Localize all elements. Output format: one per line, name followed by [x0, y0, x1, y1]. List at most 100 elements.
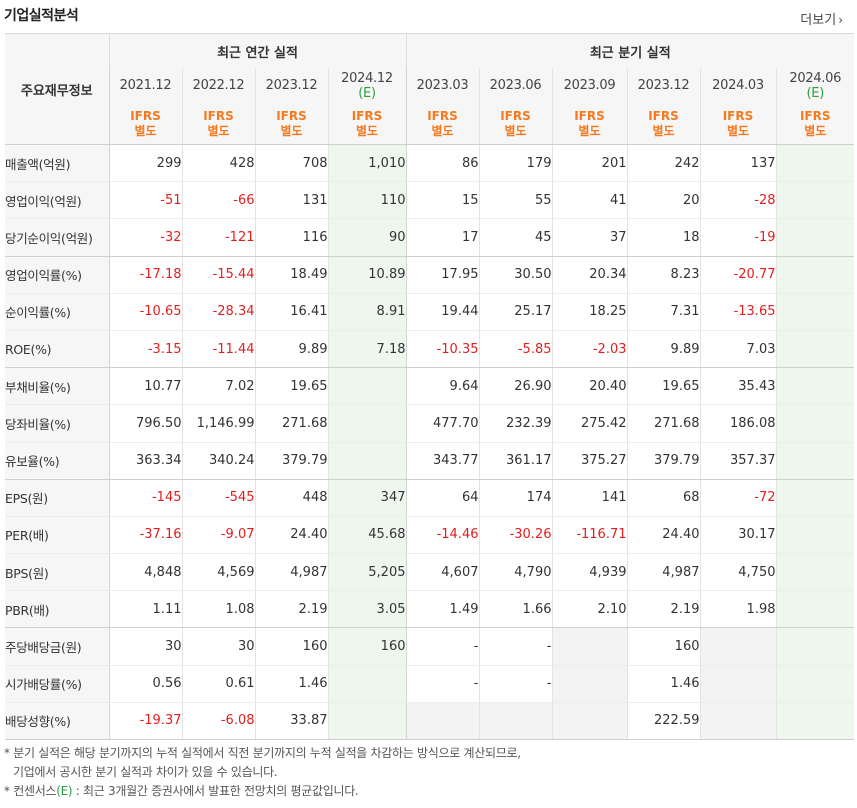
value-cell: 1,010 — [327, 144, 406, 183]
value-cell: -121 — [181, 218, 255, 257]
value-cell — [775, 665, 854, 703]
value-cell: 340.24 — [181, 442, 255, 480]
row-label: ROE(%) — [5, 330, 109, 369]
value-cell: 2.19 — [626, 590, 700, 629]
value-cell: 222.59 — [626, 702, 700, 741]
table-row: 유보율(%) 363.34 340.24 379.79 343.77 361.17 375.… — [5, 442, 854, 480]
value-cell: 30 — [108, 627, 182, 666]
value-cell: 45 — [478, 218, 552, 257]
value-cell: 41 — [551, 181, 627, 220]
value-cell: 110 — [327, 181, 406, 220]
value-cell — [478, 702, 552, 741]
value-cell: 160 — [254, 627, 328, 666]
row-label: EPS(원) — [5, 479, 109, 517]
row-label: 시가배당률(%) — [5, 665, 109, 703]
value-cell: 242 — [626, 144, 700, 183]
period-label: 2023.12 — [265, 78, 318, 93]
value-cell: 4,569 — [181, 553, 255, 592]
note-consensus: * 컨센서스 — [4, 784, 57, 798]
separate-label: 별도 — [207, 123, 230, 138]
value-cell: 90 — [327, 218, 406, 257]
ifrs-label: IFRS — [427, 108, 458, 123]
value-cell: 33.87 — [254, 702, 328, 741]
value-cell: 30.17 — [699, 516, 776, 555]
value-cell: 271.68 — [254, 404, 328, 443]
value-cell: -9.07 — [181, 516, 255, 555]
value-cell: 55 — [478, 181, 552, 220]
value-cell: 4,790 — [478, 553, 552, 592]
ifrs-label: IFRS — [799, 108, 831, 123]
row-label: 순이익률(%) — [5, 293, 109, 331]
value-cell: 19.44 — [405, 293, 479, 331]
value-cell: 7.31 — [626, 293, 700, 331]
value-cell: 19.65 — [626, 367, 700, 406]
value-cell: 18.25 — [551, 293, 627, 331]
value-cell: 4,607 — [405, 553, 479, 592]
value-cell: 160 — [327, 627, 406, 666]
value-cell: 8.23 — [626, 256, 700, 294]
table-row: 주당배당금(원) 30 30 160 160- -160 — [5, 627, 854, 666]
value-cell — [699, 627, 776, 666]
value-cell — [775, 702, 854, 741]
row-label: 주당배당금(원) — [5, 627, 109, 666]
row-label: 매출액(억원) — [5, 144, 109, 183]
table-row: 당기순이익(억원) -32 -121 116 90 17 45 37 18 -19 — [5, 218, 854, 257]
value-cell: -10.35 — [405, 330, 479, 369]
value-cell: 86 — [405, 144, 479, 183]
table-row: 부채비율(%) 10.77 7.02 19.65 9.64 26.90 20.40 19.65… — [5, 367, 854, 406]
value-cell: 179 — [478, 144, 552, 183]
value-cell: 1.11 — [108, 590, 182, 629]
value-cell: -10.65 — [108, 293, 182, 331]
value-cell: -28.34 — [181, 293, 255, 331]
ifrs-label: IFRS — [351, 108, 383, 123]
value-cell: 357.37 — [699, 442, 776, 480]
period-label: 2023.12 — [637, 78, 690, 93]
chevron-right-icon: › — [838, 13, 843, 27]
value-cell — [327, 404, 406, 443]
value-cell: 708 — [254, 144, 328, 183]
row-label: PER(배) — [5, 516, 109, 555]
value-cell: - — [405, 665, 479, 703]
period-label: 2024.12 — [341, 70, 393, 86]
value-cell: 0.56 — [108, 665, 182, 703]
value-cell: 0.61 — [181, 665, 255, 703]
ifrs-label: IFRS — [276, 108, 307, 123]
value-cell: 1,146.99 — [181, 404, 255, 443]
value-cell: 10.77 — [108, 367, 182, 406]
value-cell: 25.17 — [478, 293, 552, 331]
note-line-3: * 컨센서스(E) : 최근 3개월간 증권사에서 발표한 전망치의 평균값입니… — [4, 782, 521, 801]
separate-label: 별도 — [431, 123, 454, 138]
ifrs-badge: IFRS 별도 — [478, 103, 552, 145]
note-line-1: * 분기 실적은 해당 분기까지의 누적 실적에서 직전 분기까지의 누적 실적… — [4, 746, 521, 760]
period-label: 2021.12 — [119, 78, 172, 93]
value-cell: -19.37 — [108, 702, 182, 741]
value-cell — [551, 627, 627, 666]
value-cell — [775, 181, 854, 220]
value-cell — [775, 330, 854, 369]
value-cell: 15 — [405, 181, 479, 220]
table-row: 시가배당률(%) 0.56 0.61 1.46- -1.46 — [5, 665, 854, 703]
value-cell: - — [478, 627, 552, 666]
value-cell: -37.16 — [108, 516, 182, 555]
period-label: 2023.03 — [416, 78, 469, 93]
more-label: 더보기 — [800, 13, 837, 28]
value-cell: 37 — [551, 218, 627, 257]
ifrs-label: IFRS — [648, 108, 679, 123]
ifrs-badge: IFRS 별도 — [775, 103, 854, 145]
more-link[interactable]: 더보기 › — [800, 9, 843, 28]
value-cell: -72 — [699, 479, 776, 517]
value-cell: 30.50 — [478, 256, 552, 294]
value-cell — [775, 144, 854, 183]
value-cell: -116.71 — [551, 516, 627, 555]
value-cell: -20.77 — [699, 256, 776, 294]
row-label: 영업이익(억원) — [5, 181, 109, 220]
value-cell: -3.15 — [108, 330, 182, 369]
value-cell: - — [478, 665, 552, 703]
value-cell: 19.65 — [254, 367, 328, 406]
period-label: 2023.06 — [489, 78, 542, 93]
ifrs-badge: IFRS 별도 — [327, 103, 406, 145]
value-cell: 4,987 — [254, 553, 328, 592]
value-cell: 201 — [551, 144, 627, 183]
separate-label: 별도 — [652, 123, 675, 138]
value-cell: 17 — [405, 218, 479, 257]
